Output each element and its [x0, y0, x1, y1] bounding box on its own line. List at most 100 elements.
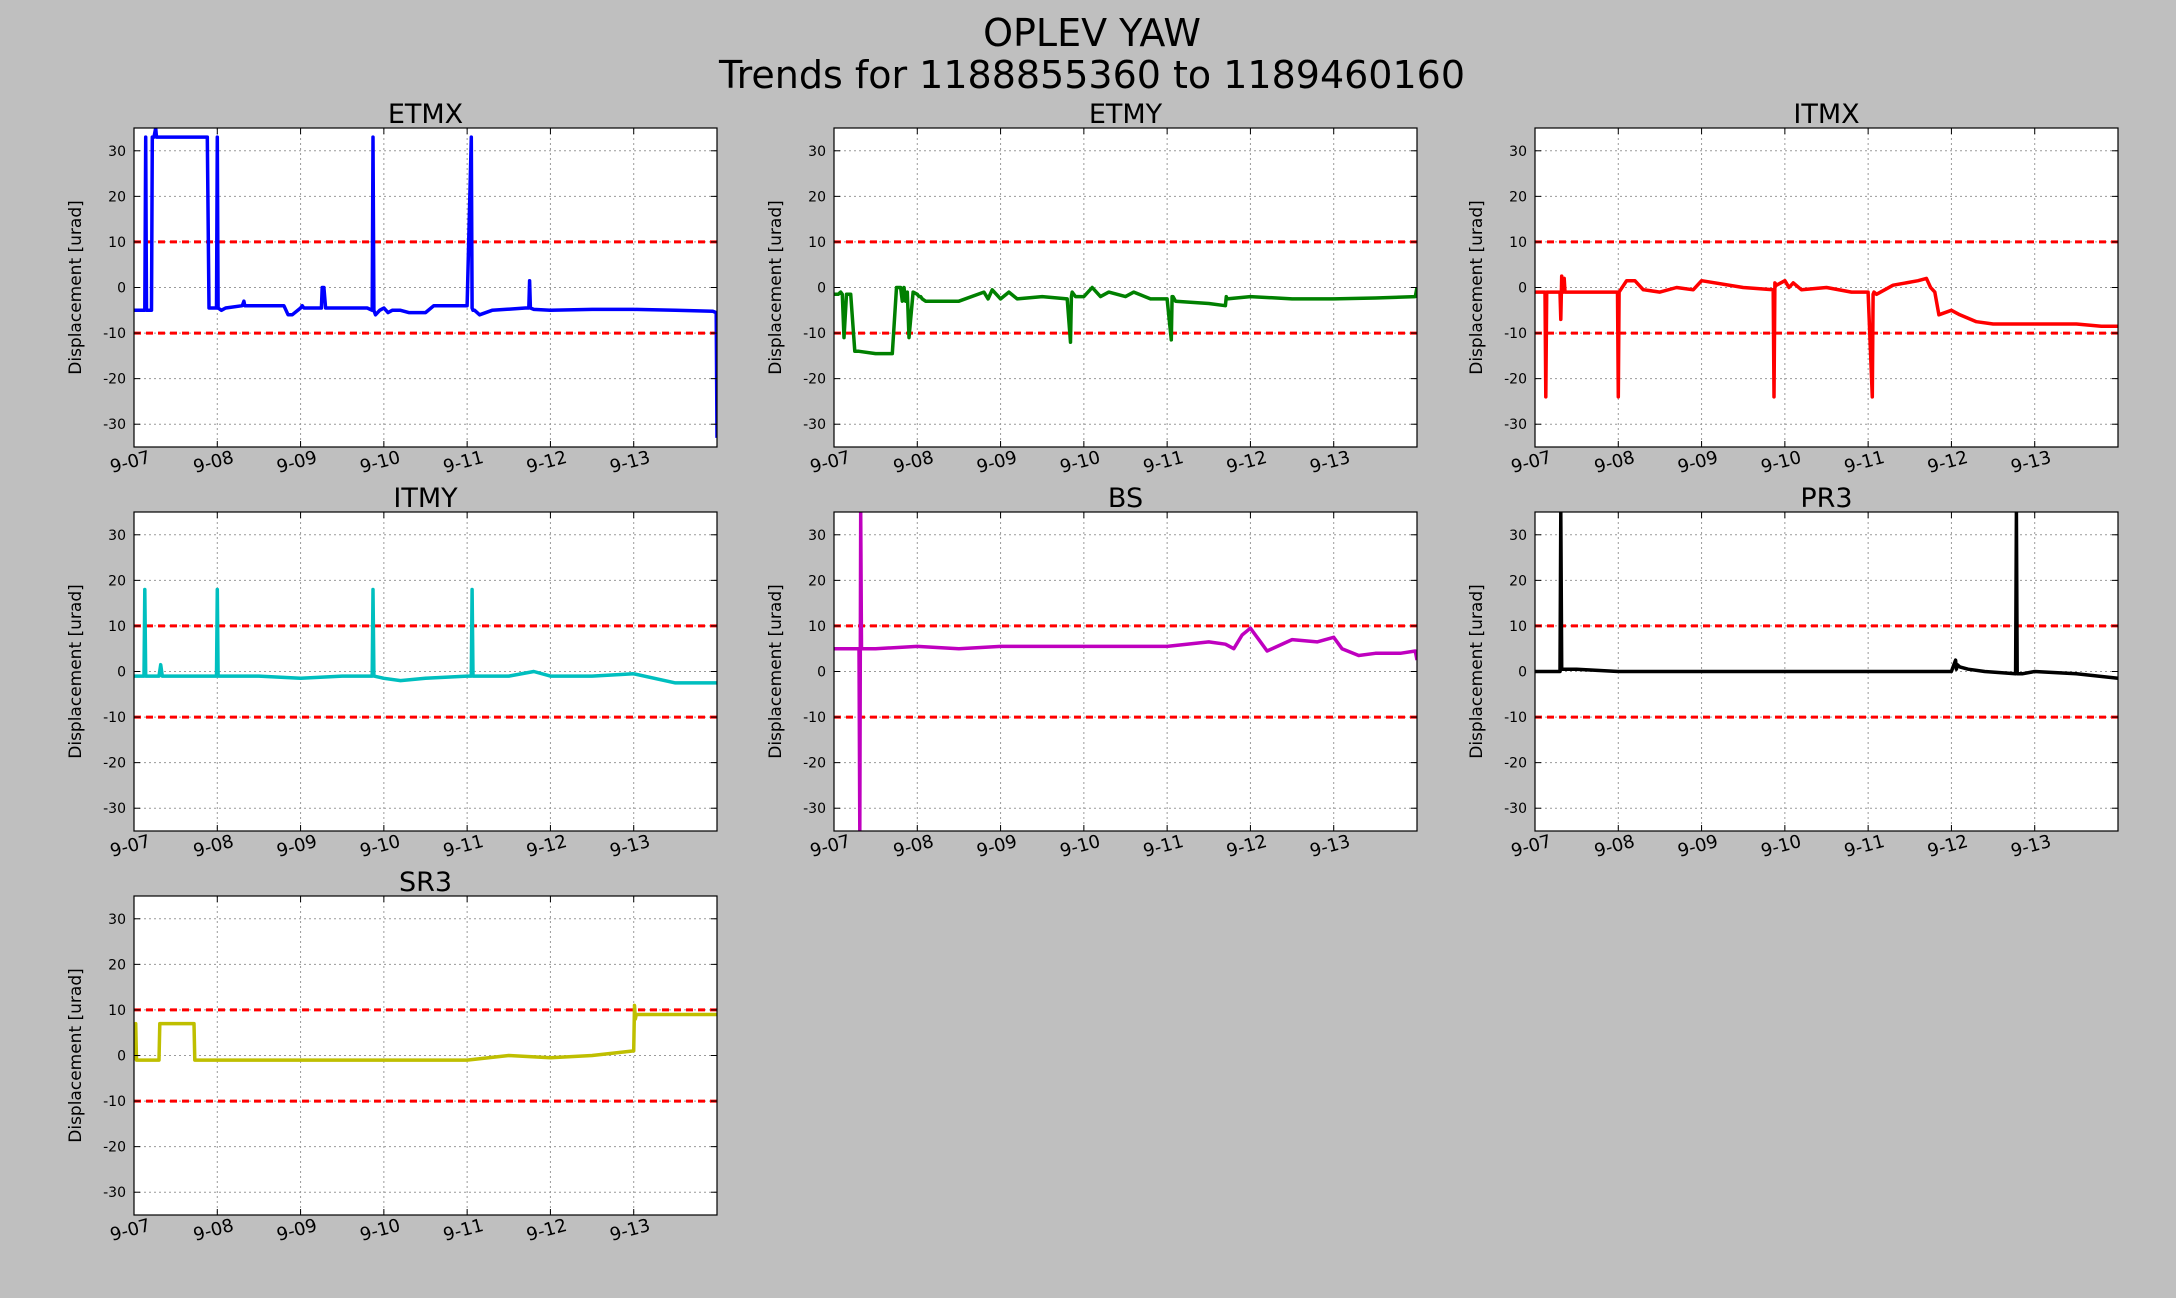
- y-axis-label: Displacement [urad]: [766, 200, 786, 375]
- y-axis-label: Displacement [urad]: [66, 200, 86, 375]
- x-tick-label: 9-07: [808, 831, 853, 862]
- series-line-itmx: [1535, 274, 2118, 399]
- y-tick-label: 0: [117, 1049, 126, 1065]
- series-line-etmy: [834, 285, 1417, 356]
- y-tick-label: 10: [808, 235, 826, 251]
- y-tick-label: 30: [108, 528, 126, 544]
- x-tick-label: 9-13: [2009, 831, 2054, 862]
- y-tick-label: 30: [108, 144, 126, 160]
- x-tick-label: 9-09: [974, 831, 1019, 862]
- y-tick-label: -10: [1504, 326, 1527, 342]
- y-tick-label: -20: [1504, 372, 1527, 388]
- x-tick-label: 9-11: [441, 447, 486, 478]
- x-tick-label: 9-09: [974, 447, 1019, 478]
- y-tick-label: -10: [103, 710, 126, 726]
- y-tick-label: 0: [1518, 281, 1527, 297]
- x-tick-label: 9-07: [1509, 447, 1554, 478]
- x-tick-label: 9-07: [108, 831, 153, 862]
- panel-title: ITMX: [1793, 99, 1859, 130]
- x-tick-label: 9-10: [358, 831, 403, 862]
- y-tick-label: 10: [108, 619, 126, 635]
- y-tick-label: -30: [803, 417, 826, 433]
- y-tick-label: 30: [1509, 528, 1527, 544]
- x-tick-label: 9-12: [1224, 447, 1269, 478]
- panel-bs: -30 -20 -10 0 10 20 30 9-07 9-08 9-09 9-10 9-11 9-12…: [766, 483, 1418, 862]
- y-tick-label: -30: [1504, 417, 1527, 433]
- x-tick-label: 9-07: [808, 447, 853, 478]
- x-tick-label: 9-09: [1675, 447, 1720, 478]
- x-tick-label: 9-09: [274, 447, 319, 478]
- panel-title: PR3: [1800, 483, 1852, 514]
- x-tick-label: 9-11: [441, 831, 486, 862]
- y-tick-label: 0: [817, 665, 826, 681]
- x-tick-label: 9-11: [1842, 831, 1887, 862]
- x-tick-label: 9-10: [358, 1215, 403, 1246]
- y-tick-label: -20: [803, 756, 826, 772]
- x-tick-label: 9-07: [108, 447, 153, 478]
- x-tick-label: 9-07: [1509, 831, 1554, 862]
- y-tick-label: 0: [817, 281, 826, 297]
- x-tick-label: 9-10: [1759, 831, 1804, 862]
- y-tick-label: 30: [1509, 144, 1527, 160]
- x-tick-label: 9-09: [274, 831, 319, 862]
- plot-frame: [833, 511, 1418, 832]
- y-tick-label: -20: [103, 756, 126, 772]
- x-tick-label: 9-08: [191, 831, 236, 862]
- y-tick-label: 10: [108, 235, 126, 251]
- x-tick-label: 9-09: [274, 1215, 319, 1246]
- y-tick-label: 0: [117, 281, 126, 297]
- y-axis-label: Displacement [urad]: [1467, 200, 1487, 375]
- y-tick-label: -20: [103, 1140, 126, 1156]
- y-tick-label: -10: [803, 710, 826, 726]
- panel-sr3: -30 -20 -10 0 10 20 30 9-07 9-08 9-09 9-10 9-11 9-12…: [66, 867, 718, 1246]
- x-tick-label: 9-12: [524, 447, 569, 478]
- panel-title: SR3: [399, 867, 452, 898]
- x-tick-label: 9-09: [1675, 831, 1720, 862]
- x-tick-label: 9-12: [524, 1215, 569, 1246]
- y-axis-label: Displacement [urad]: [66, 584, 86, 759]
- x-tick-label: 9-13: [608, 1215, 653, 1246]
- panel-pr3: -30 -20 -10 0 10 20 30 9-07 9-08 9-09 9-10 9-11 9-12…: [1467, 483, 2119, 862]
- y-tick-label: -30: [103, 417, 126, 433]
- plot-frame: [1534, 511, 2119, 832]
- x-tick-label: 9-12: [1925, 831, 1970, 862]
- y-tick-label: -30: [803, 801, 826, 817]
- x-tick-label: 9-08: [1592, 831, 1637, 862]
- y-tick-label: 30: [808, 144, 826, 160]
- y-tick-label: -10: [1504, 710, 1527, 726]
- y-tick-label: -10: [103, 326, 126, 342]
- y-tick-label: -30: [1504, 801, 1527, 817]
- series-line-etmx: [134, 128, 717, 438]
- panel-title: ETMX: [388, 99, 463, 130]
- panel-etmx: -30 -20 -10 0 10 20 30 9-07 9-08 9-09 9-10 9-11 9-12…: [66, 99, 718, 478]
- x-tick-label: 9-08: [191, 447, 236, 478]
- x-tick-label: 9-11: [441, 1215, 486, 1246]
- y-tick-label: 0: [1518, 665, 1527, 681]
- panel-title: ETMY: [1089, 99, 1163, 130]
- plot-frame: [1534, 127, 2119, 448]
- y-tick-label: 20: [1509, 573, 1527, 589]
- figure-title-line1: OPLEV YAW: [983, 11, 1201, 55]
- x-tick-label: 9-08: [191, 1215, 236, 1246]
- y-tick-label: 20: [108, 573, 126, 589]
- y-tick-label: 0: [117, 665, 126, 681]
- y-tick-label: 20: [1509, 189, 1527, 205]
- x-tick-label: 9-10: [1058, 447, 1103, 478]
- plot-frame: [133, 127, 718, 448]
- y-tick-label: -30: [103, 801, 126, 817]
- panel-title: ITMY: [393, 483, 458, 514]
- panel-etmy: -30 -20 -10 0 10 20 30 9-07 9-08 9-09 9-10 9-11 9-12…: [766, 99, 1418, 478]
- series-line-bs: [834, 512, 1417, 831]
- panel-itmy: -30 -20 -10 0 10 20 30 9-07 9-08 9-09 9-10 9-11 9-12…: [66, 483, 718, 862]
- plot-frame: [833, 127, 1418, 448]
- x-tick-label: 9-08: [891, 447, 936, 478]
- x-tick-label: 9-10: [358, 447, 403, 478]
- x-tick-label: 9-11: [1842, 447, 1887, 478]
- y-tick-label: 30: [108, 912, 126, 928]
- x-tick-label: 9-12: [1925, 447, 1970, 478]
- figure-title-line2: Trends for 1188855360 to 1189460160: [718, 53, 1465, 97]
- y-tick-label: 20: [108, 957, 126, 973]
- y-tick-label: 10: [108, 1003, 126, 1019]
- y-axis-label: Displacement [urad]: [1467, 584, 1487, 759]
